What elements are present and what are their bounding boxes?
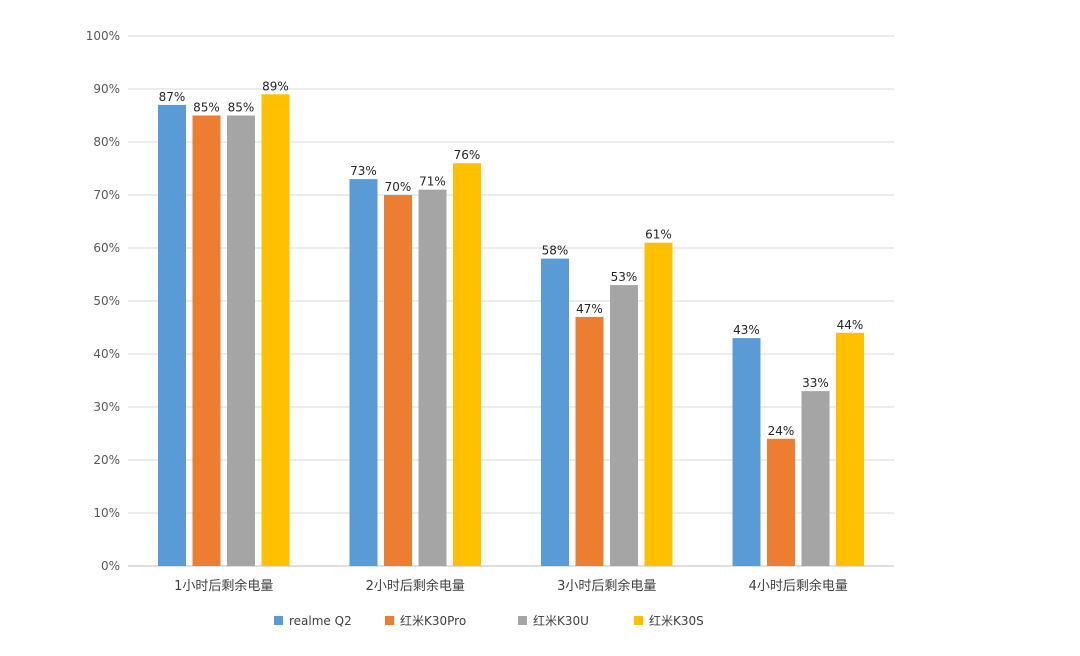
bar [801, 391, 830, 566]
bar [836, 332, 864, 566]
data-label: 43% [733, 323, 760, 337]
bar [732, 338, 761, 566]
y-tick-label: 10% [93, 506, 120, 520]
x-category-label: 4小时后剩余电量 [749, 578, 848, 594]
data-label: 85% [228, 101, 255, 115]
data-label: 70% [385, 180, 412, 194]
y-tick-label: 80% [93, 135, 120, 149]
bar [575, 316, 604, 566]
bar [767, 438, 795, 566]
y-axis-ticks: 0% 10% 20% 30% 40% 50% 60% 70% 80% 90% 100% [86, 29, 120, 573]
bar [227, 115, 255, 566]
gridlines [128, 35, 894, 567]
data-label: 33% [802, 376, 829, 390]
legend-swatch [634, 616, 643, 625]
x-category-label: 3小时后剩余电量 [557, 578, 656, 594]
bar [192, 115, 221, 566]
y-tick-label: 70% [93, 188, 120, 202]
data-label: 24% [768, 424, 795, 438]
legend-label: 红米K30Pro [400, 613, 466, 628]
bar [261, 94, 290, 567]
legend-label: 红米K30S [649, 613, 704, 628]
x-category-label: 2小时后剩余电量 [366, 578, 465, 594]
bars [158, 94, 864, 567]
data-label: 58% [542, 244, 569, 258]
bar [384, 195, 412, 566]
data-label: 76% [454, 148, 481, 162]
data-label: 73% [350, 164, 377, 178]
bar [349, 179, 378, 566]
y-tick-label: 90% [93, 82, 120, 96]
bar [453, 163, 481, 566]
legend-swatch [518, 616, 527, 625]
bar [610, 285, 638, 566]
y-tick-label: 0% [101, 559, 120, 573]
y-tick-label: 30% [93, 400, 120, 414]
y-tick-label: 60% [93, 241, 120, 255]
data-label: 44% [837, 318, 864, 332]
data-label: 61% [645, 228, 672, 242]
bar [158, 104, 186, 567]
legend: realme Q2 红米K30Pro 红米K30U 红米K30S [274, 613, 704, 628]
x-axis-categories: 1小时后剩余电量 2小时后剩余电量 3小时后剩余电量 4小时后剩余电量 [174, 578, 848, 594]
data-label: 47% [576, 302, 603, 316]
y-tick-label: 40% [93, 347, 120, 361]
x-category-label: 1小时后剩余电量 [174, 578, 273, 594]
bar [418, 189, 447, 566]
data-label: 71% [419, 175, 446, 189]
legend-label: realme Q2 [289, 614, 352, 628]
legend-label: 红米K30U [533, 613, 589, 628]
y-tick-label: 50% [93, 294, 120, 308]
data-label: 89% [262, 79, 289, 93]
legend-swatch [385, 616, 394, 625]
data-labels: 87% 85% 85% 89% 73% 70% 71% 76% 58% 47% 53% 61% 43% 2… [159, 79, 864, 438]
y-tick-label: 100% [86, 29, 120, 43]
bar [541, 258, 569, 566]
bar [644, 242, 673, 566]
data-label: 85% [193, 101, 220, 115]
data-label: 87% [159, 90, 186, 104]
data-label: 53% [611, 270, 638, 284]
legend-swatch [274, 616, 283, 625]
y-tick-label: 20% [93, 453, 120, 467]
